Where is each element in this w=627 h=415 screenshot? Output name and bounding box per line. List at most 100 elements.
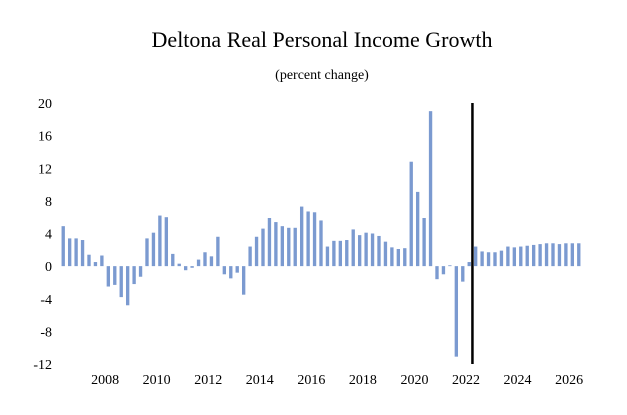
bar xyxy=(461,266,465,282)
x-tick-label: 2026 xyxy=(555,373,583,388)
bar xyxy=(486,252,491,267)
bar xyxy=(351,229,355,267)
bar xyxy=(299,206,304,267)
bar xyxy=(441,266,446,275)
bar xyxy=(415,191,420,267)
bar xyxy=(132,266,136,285)
bar xyxy=(422,218,426,267)
bar xyxy=(312,212,317,267)
bar xyxy=(261,228,265,267)
bar xyxy=(564,243,568,267)
bar xyxy=(190,266,194,268)
x-tick-label: 2016 xyxy=(297,373,325,388)
bar xyxy=(119,266,123,298)
bar xyxy=(467,262,471,267)
bar xyxy=(183,266,188,271)
bar xyxy=(332,240,336,267)
x-tick-label: 2012 xyxy=(194,373,222,388)
bar xyxy=(409,161,413,267)
bar xyxy=(113,266,117,285)
bar xyxy=(428,111,433,267)
bar xyxy=(293,227,297,267)
x-tick-label: 2008 xyxy=(91,373,119,388)
bar xyxy=(551,243,555,267)
y-tick-label: 0 xyxy=(45,260,52,275)
bar xyxy=(145,238,149,267)
bar xyxy=(164,217,169,267)
bar xyxy=(203,252,207,267)
x-tick-label: 2018 xyxy=(349,373,377,388)
chart-title: Deltona Real Personal Income Growth xyxy=(152,27,493,52)
y-axis-ticks: 20 16 12 8 4 0 -4 -8 -12 xyxy=(33,97,52,373)
bar xyxy=(544,243,549,267)
bar xyxy=(229,266,233,279)
bar-series xyxy=(61,111,581,357)
bar xyxy=(519,246,523,267)
y-tick-label: -8 xyxy=(40,325,52,340)
bar xyxy=(570,243,575,267)
bar xyxy=(577,243,581,267)
chart-subtitle: (percent change) xyxy=(275,68,369,83)
x-tick-label: 2024 xyxy=(504,373,532,388)
bar xyxy=(61,226,65,267)
bar xyxy=(67,238,72,267)
bar xyxy=(448,265,452,267)
y-tick-label: 4 xyxy=(45,228,52,243)
y-tick-label: -4 xyxy=(40,293,52,308)
bar xyxy=(480,251,484,267)
bar xyxy=(222,266,227,275)
bar xyxy=(151,232,156,267)
bar xyxy=(274,222,278,267)
bar xyxy=(345,240,349,267)
bar xyxy=(235,266,239,273)
x-tick-label: 2022 xyxy=(452,373,480,388)
bar xyxy=(171,253,175,267)
bar xyxy=(254,236,259,267)
y-tick-label: 16 xyxy=(38,130,52,145)
bar xyxy=(377,235,381,267)
bar xyxy=(80,240,85,267)
bar xyxy=(396,249,401,267)
x-tick-label: 2020 xyxy=(400,373,428,388)
x-axis-ticks: 2008 2010 2012 2014 2016 2018 2020 2022 2024 2026 xyxy=(91,373,583,388)
bar xyxy=(280,226,285,267)
bar xyxy=(87,254,91,267)
bar xyxy=(267,218,272,267)
bar xyxy=(403,248,407,267)
bar xyxy=(435,266,439,280)
bar xyxy=(525,245,529,267)
bar xyxy=(248,246,252,267)
bar xyxy=(364,232,368,267)
bar xyxy=(325,246,330,267)
bar xyxy=(74,238,78,267)
bar xyxy=(390,247,394,267)
bar xyxy=(216,236,220,267)
bar xyxy=(100,255,104,267)
bar xyxy=(557,244,562,267)
bar xyxy=(473,246,478,267)
bar xyxy=(319,220,323,267)
bar xyxy=(383,241,388,267)
bar xyxy=(512,247,517,267)
bar xyxy=(196,259,201,267)
bar xyxy=(287,227,291,267)
bar xyxy=(125,266,130,306)
bar xyxy=(493,252,497,267)
bar xyxy=(499,250,504,267)
bar xyxy=(338,240,343,267)
bar xyxy=(357,235,362,267)
bar xyxy=(454,266,459,357)
bar xyxy=(531,244,536,267)
x-tick-label: 2014 xyxy=(246,373,274,388)
bar xyxy=(209,256,214,267)
bar xyxy=(106,266,111,287)
bar xyxy=(370,233,375,267)
x-tick-label: 2010 xyxy=(143,373,171,388)
bar xyxy=(506,246,510,267)
y-tick-label: 8 xyxy=(45,195,52,210)
y-tick-label: 12 xyxy=(38,162,52,177)
bar xyxy=(306,211,310,267)
bar xyxy=(538,244,542,267)
y-tick-label: 20 xyxy=(38,97,52,112)
